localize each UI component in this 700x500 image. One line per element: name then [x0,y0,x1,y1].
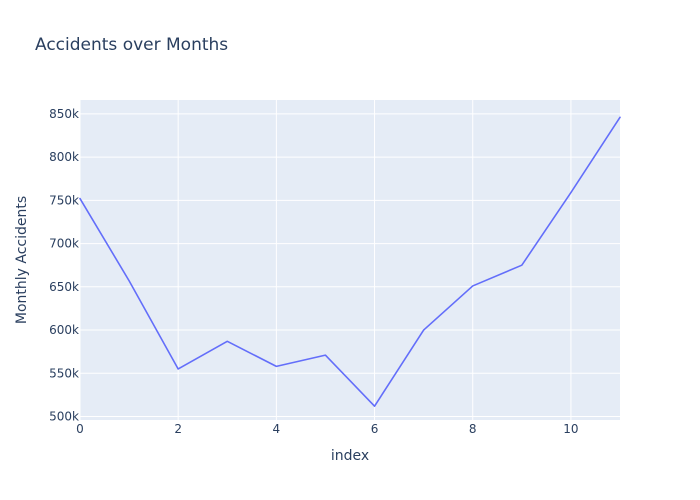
y-tick-label: 650k [49,280,79,294]
y-tick-label: 700k [49,237,79,251]
chart-title: Accidents over Months [35,35,228,55]
series-line [79,116,621,407]
series-layer [79,116,621,407]
x-tick-label: 4 [273,422,281,436]
y-tick-label: 800k [49,150,79,164]
plot-background [80,100,620,420]
y-tick-label: 550k [49,366,79,380]
x-tick-label: 0 [76,422,84,436]
x-tick-label: 6 [371,422,379,436]
x-tick-label: 10 [563,422,578,436]
y-tick-label: 750k [49,193,79,207]
x-tick-label: 2 [174,422,182,436]
x-tick-labels: 0 2 4 6 8 10 [76,422,578,436]
y-axis-label: Monthly Accidents [14,196,30,324]
y-tick-label: 600k [49,323,79,337]
x-gridlines [79,100,572,420]
y-tick-label: 850k [49,107,79,121]
x-tick-label: 8 [469,422,477,436]
y-gridlines [80,113,620,418]
y-tick-labels: 500k 550k 600k 650k 700k 750k 800k 850k [49,107,79,424]
x-axis-label: index [331,448,369,464]
y-tick-label: 500k [49,410,79,424]
